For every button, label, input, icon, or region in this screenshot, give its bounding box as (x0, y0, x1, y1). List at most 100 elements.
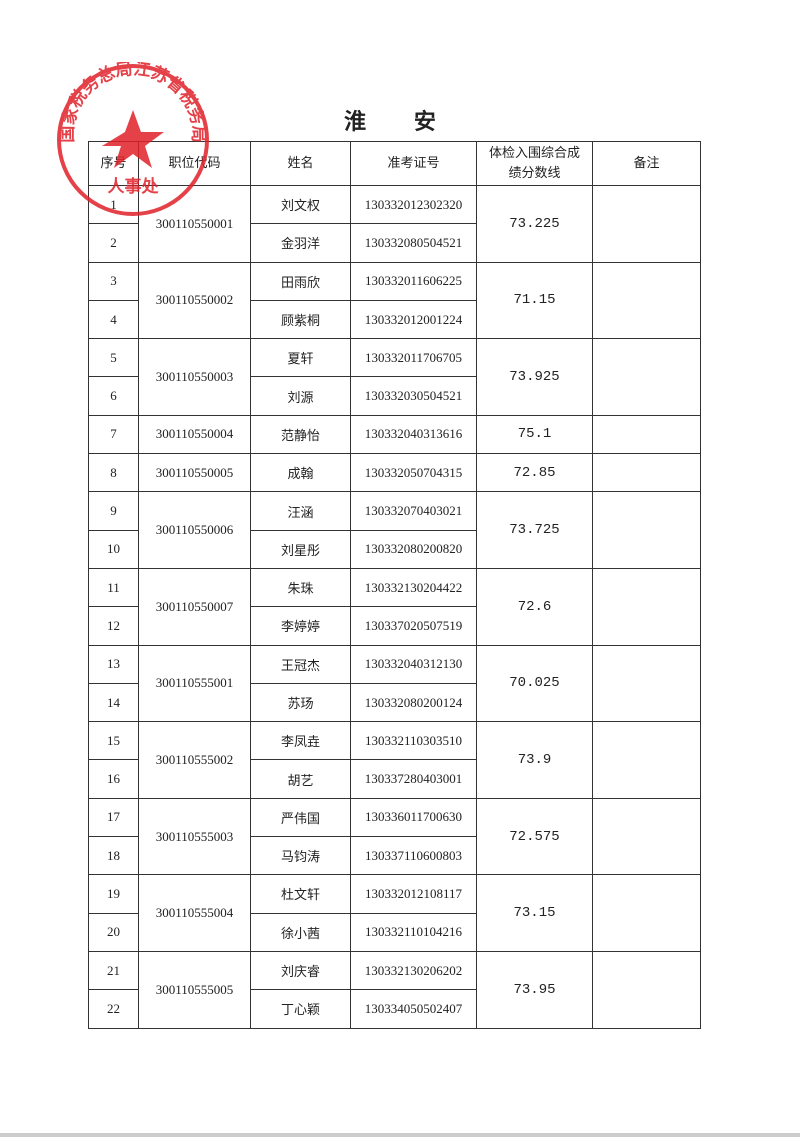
remarks (592, 491, 701, 569)
remarks (592, 261, 701, 340)
position-code: 300110550006 (138, 491, 251, 569)
remarks (592, 453, 701, 493)
row-number: 13 (88, 644, 139, 684)
candidate-name: 刘庆睿 (250, 950, 351, 991)
candidate-name: 刘源 (250, 376, 351, 416)
remarks (592, 644, 701, 723)
candidate-name: 汪涵 (250, 491, 351, 531)
candidate-name: 苏玚 (250, 682, 351, 723)
row-number: 18 (88, 836, 139, 876)
position-code: 300110555003 (138, 797, 251, 876)
table-row: 18 马钧涛 130337110600803 (88, 836, 701, 876)
position-code: 300110555004 (138, 874, 251, 952)
table-row: 12 李婷婷 130337020507519 (88, 606, 701, 646)
exam-id: 130337020507519 (350, 606, 477, 646)
header-score-line: 体检入围综合成绩分数线 (476, 141, 593, 186)
exam-id: 130332080200820 (350, 529, 477, 569)
exam-id: 130332110104216 (350, 912, 477, 952)
candidate-name: 范静怡 (250, 414, 351, 455)
candidate-name: 刘文权 (250, 184, 351, 225)
row-number: 17 (88, 797, 139, 838)
row-number: 14 (88, 682, 139, 723)
row-number: 11 (88, 567, 139, 608)
row-number: 9 (88, 491, 139, 531)
row-number: 21 (88, 950, 139, 991)
exam-id: 130332011706705 (350, 338, 477, 378)
header-remarks: 备注 (592, 141, 701, 186)
table-row: 21 300110555005 刘庆睿 130332130206202 73.95 (88, 950, 701, 1029)
table-row: 11 300110550007 朱珠 130332130204422 72.6 (88, 567, 701, 646)
candidate-name: 严伟国 (250, 797, 351, 838)
score-line: 73.225 (476, 185, 593, 263)
exam-id: 130332110303510 (350, 721, 477, 761)
score-line: 73.925 (476, 338, 593, 416)
table-row: 19 300110555004 杜文轩 130332012108117 73.15 (88, 874, 701, 952)
header-position-code: 职位代码 (138, 141, 251, 186)
remarks (592, 797, 701, 876)
exam-id: 130332080504521 (350, 223, 477, 263)
table-row: 15 300110555002 李凤垚 130332110303510 73.9 (88, 721, 701, 799)
score-line: 73.9 (476, 721, 593, 799)
candidate-name: 金羽洋 (250, 223, 351, 263)
remarks (592, 185, 701, 263)
row-number: 19 (88, 874, 139, 914)
exam-id: 130336011700630 (350, 797, 477, 838)
candidate-name: 李凤垚 (250, 721, 351, 761)
remarks (592, 874, 701, 952)
row-number: 12 (88, 606, 139, 646)
exam-id: 130337110600803 (350, 836, 477, 876)
exam-id: 130334050502407 (350, 989, 477, 1029)
table-row: 9 300110550006 汪涵 130332070403021 73.725 (88, 491, 701, 569)
candidate-name: 刘星彤 (250, 529, 351, 569)
position-code: 300110550001 (138, 185, 251, 263)
row-number: 15 (88, 721, 139, 761)
candidate-name: 杜文轩 (250, 874, 351, 914)
exam-id: 130332012108117 (350, 874, 477, 914)
exam-id: 130332012001224 (350, 299, 477, 340)
row-number: 6 (88, 376, 139, 416)
score-line: 73.725 (476, 491, 593, 569)
row-number: 20 (88, 912, 139, 952)
exam-id: 130332040312130 (350, 644, 477, 684)
table-row: 4 顾紫桐 130332012001224 (88, 299, 701, 340)
table-row: 16 胡艺 130337280403001 (88, 759, 701, 799)
candidate-name: 徐小茜 (250, 912, 351, 952)
table-row: 17 300110555003 严伟国 130336011700630 72.575 (88, 797, 701, 876)
score-line: 72.575 (476, 797, 593, 876)
position-code: 300110550007 (138, 567, 251, 646)
row-number: 8 (88, 453, 139, 493)
candidate-name: 王冠杰 (250, 644, 351, 684)
position-code: 300110555001 (138, 644, 251, 723)
exam-id: 130332080200124 (350, 682, 477, 723)
position-code: 300110555002 (138, 721, 251, 799)
position-code: 300110555005 (138, 950, 251, 1029)
row-number: 7 (88, 414, 139, 455)
remarks (592, 338, 701, 416)
position-code: 300110550002 (138, 261, 251, 340)
candidate-name: 成翰 (250, 453, 351, 493)
remarks (592, 950, 701, 1029)
candidate-name: 丁心颖 (250, 989, 351, 1029)
exam-id: 130332070403021 (350, 491, 477, 531)
position-code: 300110550005 (138, 453, 251, 493)
candidate-name: 夏轩 (250, 338, 351, 378)
score-line: 73.15 (476, 874, 593, 952)
table-row: 8 300110550005 成翰 130332050704315 72.85 (88, 453, 701, 493)
row-number: 1 (88, 184, 139, 225)
row-number: 2 (88, 223, 139, 263)
table-row: 22 丁心颖 130334050502407 (88, 989, 701, 1029)
exam-id: 130332011606225 (350, 261, 477, 301)
table-row: 10 刘星彤 130332080200820 (88, 529, 701, 569)
score-line: 73.95 (476, 950, 593, 1029)
exam-id: 130332130204422 (350, 567, 477, 608)
exam-id: 130332030504521 (350, 376, 477, 416)
table-body: 1 300110550001 刘文权 130332012302320 73.225 2 金羽… (88, 184, 701, 1029)
candidate-name: 李婷婷 (250, 606, 351, 646)
candidate-name: 朱珠 (250, 567, 351, 608)
row-number: 16 (88, 759, 139, 799)
exam-id: 130332050704315 (350, 453, 477, 493)
remarks (592, 721, 701, 799)
table-row: 13 300110555001 王冠杰 130332040312130 70.025 (88, 644, 701, 723)
table-row: 14 苏玚 130332080200124 (88, 682, 701, 723)
candidate-name: 马钧涛 (250, 836, 351, 876)
